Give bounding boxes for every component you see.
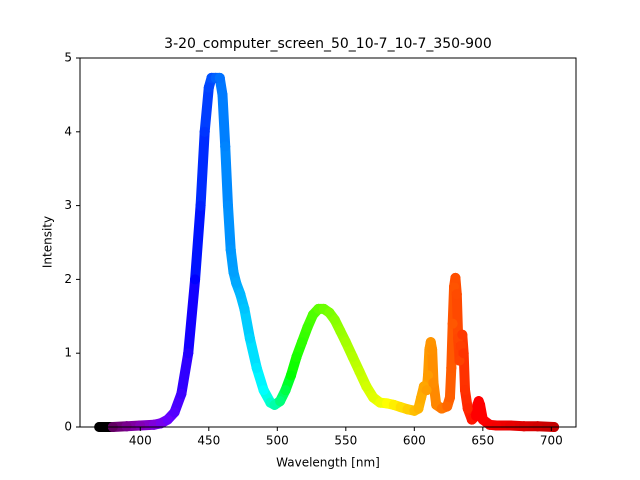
data-point bbox=[475, 399, 486, 410]
data-point bbox=[199, 126, 210, 137]
data-point bbox=[291, 351, 302, 362]
data-point bbox=[176, 388, 187, 399]
data-point bbox=[280, 385, 291, 396]
data-point bbox=[217, 89, 228, 100]
data-point bbox=[491, 420, 502, 431]
y-tick-label: 1 bbox=[64, 346, 72, 360]
data-point bbox=[460, 385, 471, 396]
data-point bbox=[347, 351, 358, 362]
data-point bbox=[231, 278, 242, 289]
data-point bbox=[428, 377, 439, 388]
data-point bbox=[244, 333, 255, 344]
y-tick-label: 2 bbox=[64, 272, 72, 286]
trace-segment bbox=[190, 200, 206, 285]
data-point bbox=[442, 401, 453, 412]
data-point bbox=[169, 407, 180, 418]
x-tick-label: 550 bbox=[334, 434, 357, 448]
trace-segment bbox=[220, 141, 233, 211]
data-point bbox=[361, 381, 372, 392]
data-point bbox=[444, 392, 455, 403]
trace-segment bbox=[199, 82, 214, 137]
data-point bbox=[457, 329, 468, 340]
data-point bbox=[427, 344, 438, 355]
data-point bbox=[447, 318, 458, 329]
data-point bbox=[324, 307, 335, 318]
trace-segment bbox=[217, 89, 231, 152]
data-point bbox=[162, 414, 173, 425]
data-point bbox=[462, 403, 473, 414]
data-point bbox=[413, 403, 424, 414]
axes-frame bbox=[79, 57, 577, 428]
trace-segment bbox=[446, 318, 458, 373]
x-tick-label: 700 bbox=[540, 434, 563, 448]
plot-area bbox=[94, 72, 560, 432]
data-point bbox=[425, 337, 436, 348]
trace-segment bbox=[195, 126, 210, 211]
data-point bbox=[225, 244, 236, 255]
data-point bbox=[518, 421, 529, 432]
data-point bbox=[258, 385, 269, 396]
trace-segment bbox=[176, 348, 194, 399]
data-point bbox=[454, 355, 465, 366]
trace-segment bbox=[222, 200, 236, 255]
data-point bbox=[329, 314, 340, 325]
x-tick-label: 650 bbox=[471, 434, 494, 448]
data-point bbox=[451, 289, 462, 300]
data-point bbox=[423, 370, 434, 381]
x-tick-label: 500 bbox=[266, 434, 289, 448]
trace-segment bbox=[183, 274, 201, 359]
y-axis-label: Intensity bbox=[41, 216, 55, 268]
data-point bbox=[235, 289, 246, 300]
y-tick-label: 0 bbox=[64, 420, 72, 434]
data-point bbox=[450, 272, 461, 283]
data-point bbox=[354, 366, 365, 377]
y-tick-label: 4 bbox=[64, 124, 72, 138]
y-tick-label: 5 bbox=[64, 51, 72, 65]
x-tick-label: 600 bbox=[403, 434, 426, 448]
data-point bbox=[505, 420, 516, 431]
data-point bbox=[251, 362, 262, 373]
data-point bbox=[477, 414, 488, 425]
data-point bbox=[340, 337, 351, 348]
trace-segment bbox=[427, 344, 439, 388]
data-point bbox=[446, 362, 457, 373]
x-tick-label: 450 bbox=[197, 434, 220, 448]
data-point bbox=[421, 385, 432, 396]
x-axis-label: Wavelength [nm] bbox=[276, 456, 380, 470]
data-point bbox=[222, 200, 233, 211]
data-point bbox=[214, 72, 225, 83]
trace-segment bbox=[244, 333, 262, 373]
data-point bbox=[286, 370, 297, 381]
y-tick-label: 3 bbox=[64, 198, 72, 212]
data-point bbox=[335, 326, 346, 337]
data-point bbox=[203, 82, 214, 93]
data-point bbox=[302, 322, 313, 333]
data-point bbox=[195, 200, 206, 211]
trace-segment bbox=[451, 289, 464, 344]
data-point bbox=[121, 421, 132, 432]
trace-segment bbox=[239, 303, 255, 344]
data-point bbox=[135, 420, 146, 431]
data-point bbox=[275, 396, 286, 407]
data-point bbox=[228, 267, 239, 278]
data-point bbox=[183, 348, 194, 359]
x-tick-label: 400 bbox=[129, 434, 152, 448]
chart-title: 3-20_computer_screen_50_10-7_10-7_350-90… bbox=[164, 36, 492, 52]
data-point bbox=[296, 337, 307, 348]
data-point bbox=[416, 392, 427, 403]
data-point bbox=[190, 274, 201, 285]
data-point bbox=[368, 392, 379, 403]
data-point bbox=[220, 141, 231, 152]
data-point bbox=[532, 421, 543, 432]
data-point bbox=[239, 303, 250, 314]
data-point bbox=[458, 348, 469, 359]
